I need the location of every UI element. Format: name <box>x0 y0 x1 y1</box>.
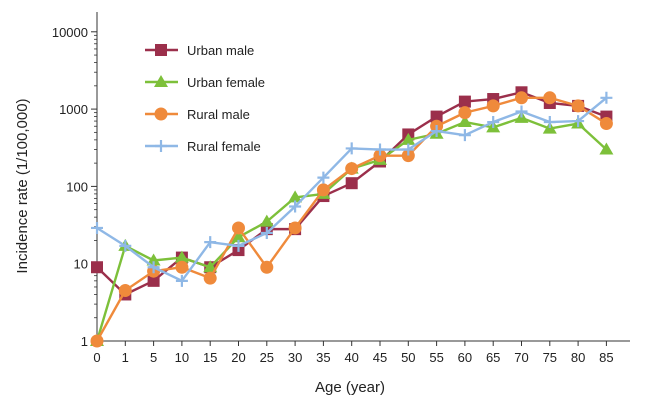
data-point <box>373 149 387 163</box>
data-point <box>486 99 500 113</box>
x-tick-label: 80 <box>571 350 585 365</box>
legend-item: Rural male <box>145 107 250 122</box>
data-point <box>430 125 443 138</box>
data-point <box>260 226 273 239</box>
data-point <box>515 105 528 118</box>
x-tick-label: 60 <box>458 350 472 365</box>
data-point <box>203 271 217 285</box>
legend-swatch-marker <box>155 140 167 152</box>
data-point <box>91 261 103 274</box>
legend-label: Urban female <box>187 75 265 90</box>
data-point <box>174 250 189 263</box>
data-point <box>260 260 274 274</box>
y-tick-label: 1000 <box>59 102 88 117</box>
data-point <box>458 106 472 120</box>
data-point <box>232 239 245 252</box>
data-point <box>345 162 359 176</box>
x-tick-label: 35 <box>316 350 330 365</box>
data-point <box>288 221 302 235</box>
legend-label: Rural male <box>187 107 250 122</box>
legend-item: Urban male <box>145 43 254 58</box>
data-point <box>204 236 217 249</box>
y-axis-title: Incidence rate (1/100,000) <box>14 98 31 273</box>
x-tick-label: 45 <box>373 350 387 365</box>
data-point <box>572 115 585 128</box>
data-point <box>118 284 132 298</box>
data-point <box>345 177 358 190</box>
series-line <box>96 91 607 296</box>
data-point <box>458 95 471 108</box>
legend-item: Rural female <box>145 139 261 154</box>
legend-swatch-marker <box>154 107 168 121</box>
legend-item: Urban female <box>145 75 265 90</box>
legend-swatch-marker <box>154 75 168 87</box>
data-point <box>91 221 103 234</box>
data-point <box>374 143 386 156</box>
x-tick-label: 55 <box>429 350 443 365</box>
legend-label: Rural female <box>187 139 261 154</box>
data-point <box>231 230 246 243</box>
data-point <box>146 253 161 266</box>
data-point <box>289 200 302 213</box>
data-point <box>90 334 104 348</box>
data-point <box>401 149 415 163</box>
x-tick-label: 20 <box>231 350 245 365</box>
data-point <box>571 99 585 113</box>
data-point <box>175 260 189 274</box>
series-layer <box>90 86 614 348</box>
data-point <box>317 171 330 184</box>
data-point <box>288 190 303 203</box>
data-point <box>402 143 415 156</box>
x-tick-label: 50 <box>401 350 415 365</box>
data-point <box>147 261 160 274</box>
series-line <box>96 96 608 283</box>
data-point <box>175 274 188 287</box>
data-point <box>401 132 416 145</box>
x-tick-label: 5 <box>150 350 157 365</box>
x-tick-label: 65 <box>486 350 500 365</box>
data-point <box>457 115 472 128</box>
data-point <box>147 274 160 287</box>
data-point <box>487 116 500 129</box>
data-point <box>543 116 556 129</box>
legend: Urban male Urban female Rural male Rural fe… <box>145 43 265 154</box>
data-point <box>119 239 132 252</box>
data-point <box>599 142 614 155</box>
series-rural-male <box>90 91 613 348</box>
x-tick-label: 40 <box>344 350 358 365</box>
data-point <box>599 117 613 131</box>
y-tick-label: 10000 <box>52 25 88 40</box>
x-tick-label: 0 <box>93 350 100 365</box>
y-tick-label: 1 <box>81 334 88 349</box>
x-tick-label: 30 <box>288 350 302 365</box>
y-tick-label: 100 <box>66 179 88 194</box>
data-point <box>345 142 358 155</box>
data-point <box>543 91 557 105</box>
data-point <box>430 110 443 123</box>
x-tick-label: 1 <box>122 350 129 365</box>
legend-label: Urban male <box>187 43 254 58</box>
data-point <box>203 260 218 273</box>
x-axis-title: Age (year) <box>315 379 385 396</box>
series-line <box>95 96 608 342</box>
x-tick-label: 70 <box>514 350 528 365</box>
series-rural-female <box>91 91 613 287</box>
data-point <box>232 221 245 235</box>
data-point <box>316 183 330 197</box>
x-tick-label: 25 <box>260 350 274 365</box>
x-tick-label: 15 <box>203 350 217 365</box>
data-point <box>259 214 274 227</box>
data-point <box>458 129 471 142</box>
data-point <box>515 91 528 105</box>
y-tick-label: 10 <box>74 257 88 272</box>
data-point <box>600 91 613 104</box>
x-tick-label: 75 <box>543 350 557 365</box>
x-tick-label: 85 <box>599 350 613 365</box>
legend-swatch-marker <box>155 44 167 56</box>
x-tick-label: 10 <box>175 350 189 365</box>
